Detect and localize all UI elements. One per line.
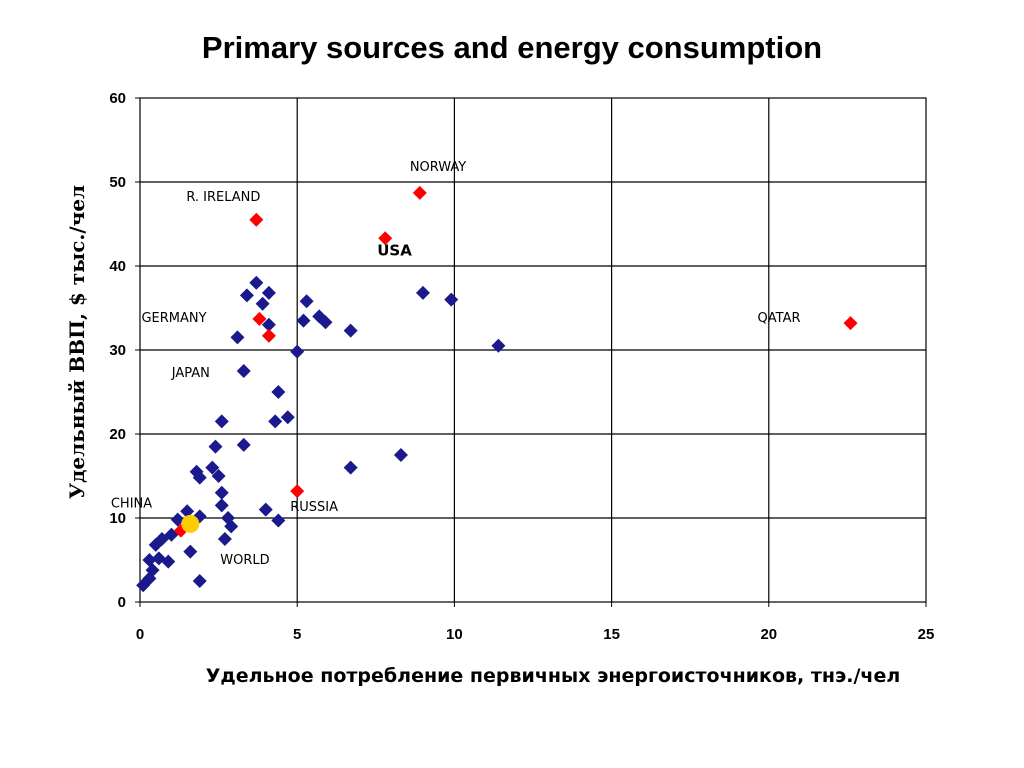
highlighted-country-point <box>249 212 264 227</box>
country-point <box>249 275 264 290</box>
highlighted-country-point <box>252 311 267 326</box>
country-point <box>444 292 459 307</box>
country-point <box>214 498 229 513</box>
x-axis-label: Удельное потребление первичных энергоист… <box>206 665 901 687</box>
country-point <box>261 285 276 300</box>
country-point <box>343 460 358 475</box>
highlighted-country-point <box>290 484 305 499</box>
country-point <box>214 485 229 500</box>
country-point <box>239 288 254 303</box>
x-tick-label: 15 <box>603 626 620 643</box>
y-tick-label: 30 <box>109 342 126 359</box>
country-point <box>192 574 207 588</box>
highlighted-country-point <box>378 231 393 246</box>
country-point <box>217 532 232 546</box>
country-point <box>393 448 408 462</box>
country-point <box>280 410 295 425</box>
country-point <box>208 439 223 454</box>
country-point <box>214 414 229 429</box>
annotation-norway: NORWAY <box>410 160 466 175</box>
axis-ticks: 0 5 10 15 20 25 0 10 20 30 40 50 60 <box>109 90 934 643</box>
country-point <box>261 317 276 332</box>
x-tick-label: 5 <box>293 626 301 643</box>
country-point <box>180 504 195 519</box>
x-tick-label: 20 <box>760 626 777 643</box>
x-tick-label: 0 <box>136 626 144 643</box>
country-point <box>142 553 157 567</box>
x-tick-label: 25 <box>918 626 935 643</box>
country-point <box>271 385 286 399</box>
country-point <box>290 344 305 359</box>
y-tick-label: 20 <box>109 426 126 443</box>
y-tick-label: 50 <box>109 174 126 191</box>
annotation-qatar: QATAR <box>758 311 801 326</box>
country-point <box>271 513 286 528</box>
country-point <box>299 294 314 309</box>
annotation-usa: USA <box>377 241 412 259</box>
country-point <box>170 512 185 527</box>
x-tick-label: 10 <box>446 626 463 643</box>
country-point <box>161 554 176 569</box>
country-point <box>183 544 198 559</box>
y-tick-label: 10 <box>109 510 126 527</box>
annotation-china: CHINA <box>111 497 152 512</box>
chart-grid <box>135 97 927 607</box>
y-tick-label: 0 <box>118 594 126 611</box>
country-point <box>236 437 251 452</box>
annotation-germany: GERMANY <box>141 311 206 326</box>
highlighted-country-point <box>261 328 276 343</box>
y-axis-label: Удельный ВВП, $ тыс./чел <box>65 185 89 499</box>
country-point <box>211 469 226 483</box>
world-point <box>181 514 200 533</box>
highlighted-country-point <box>843 316 858 331</box>
country-point <box>491 338 506 353</box>
annotation-japan: JAPAN <box>171 366 210 381</box>
page-title: Primary sources and energy consumption <box>201 30 823 65</box>
country-point <box>192 470 207 485</box>
annotation-russia: RUSSIA <box>290 500 338 515</box>
country-point <box>258 502 273 517</box>
country-point <box>236 364 251 378</box>
country-point <box>230 330 245 345</box>
country-point <box>205 460 220 475</box>
country-point <box>224 519 239 534</box>
data-points <box>136 185 858 593</box>
country-point <box>415 285 430 300</box>
country-point <box>296 313 311 328</box>
annotation-world: WORLD <box>220 553 269 568</box>
country-point <box>255 296 270 311</box>
country-point <box>343 323 358 338</box>
country-point <box>268 414 283 429</box>
country-point <box>318 315 333 330</box>
y-tick-label: 40 <box>109 258 126 275</box>
y-tick-label: 60 <box>109 90 126 107</box>
highlighted-country-point <box>412 185 427 200</box>
chart-annotations: NORWAY R. IRELAND USA GERMANY JAPAN QATAR CHIN… <box>111 160 801 568</box>
annotation-r-ireland: R. IRELAND <box>186 190 260 205</box>
